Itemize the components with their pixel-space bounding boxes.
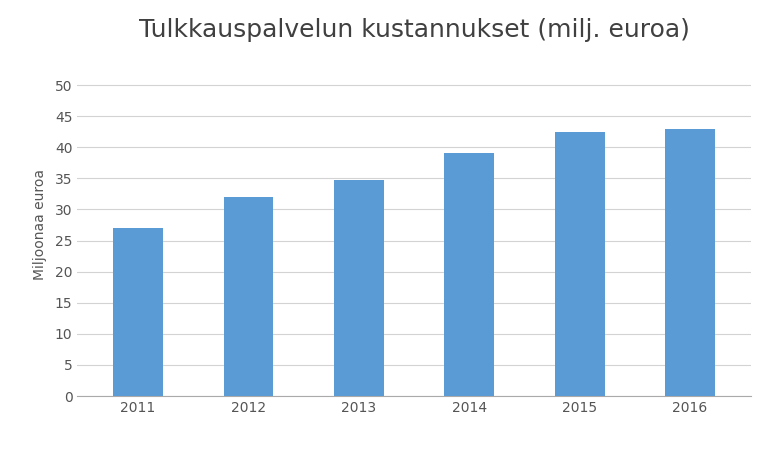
- Bar: [224, 197, 273, 396]
- Bar: [334, 180, 384, 396]
- Title: Tulkkauspalvelun kustannukset (milj. euroa): Tulkkauspalvelun kustannukset (milj. eur…: [139, 18, 690, 42]
- Bar: [113, 228, 163, 396]
- Bar: [444, 153, 494, 396]
- Bar: [665, 129, 715, 396]
- Y-axis label: Miljoonaa euroa: Miljoonaa euroa: [33, 170, 46, 280]
- Bar: [555, 132, 604, 396]
